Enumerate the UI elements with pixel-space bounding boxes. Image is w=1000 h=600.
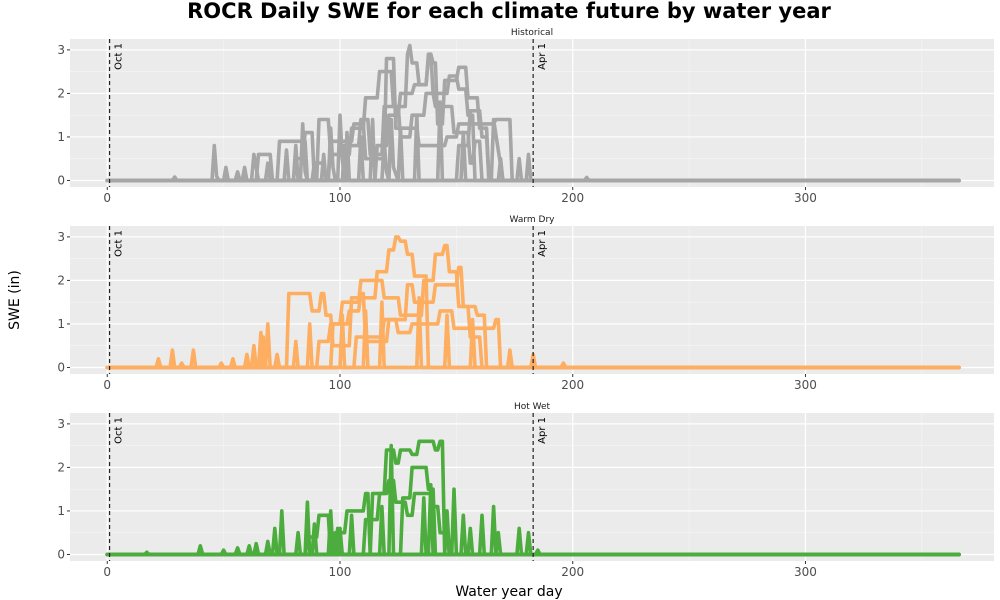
y-tick-label: 1 [57, 504, 65, 518]
x-axis-title: Water year day [455, 584, 562, 600]
reference-line-label: Oct 1 [114, 417, 125, 444]
panel-strip-label: Hot Wet [514, 402, 551, 412]
y-tick-label: 2 [57, 273, 65, 287]
reference-line-label: Apr 1 [537, 230, 548, 257]
y-axis-title: SWE (in) [7, 270, 23, 330]
panel-strip-label: Warm Dry [510, 215, 556, 225]
reference-line-label: Apr 1 [537, 43, 548, 70]
x-tick-label: 100 [329, 191, 352, 205]
x-tick-label: 0 [103, 191, 111, 205]
y-tick-label: 2 [57, 86, 65, 100]
series-line-7 [105, 443, 961, 557]
series-line-4 [105, 439, 961, 557]
chart-title: ROCR Daily SWE for each climate future b… [187, 0, 831, 23]
series-line-3 [105, 491, 961, 557]
y-tick-label: 1 [57, 317, 65, 331]
series-group [105, 235, 961, 370]
x-tick-label: 300 [794, 378, 817, 392]
series-line-5 [105, 478, 961, 557]
reference-line-label: Oct 1 [114, 230, 125, 257]
panel-background [70, 413, 994, 561]
y-tick-label: 1 [57, 130, 65, 144]
series-line-6 [105, 117, 961, 183]
series-line-5 [105, 309, 961, 370]
panel-strip-label: Historical [511, 28, 553, 38]
y-tick-label: 0 [57, 360, 65, 374]
reference-line-label: Apr 1 [537, 417, 548, 444]
series-line-2 [105, 235, 961, 370]
x-tick-label: 300 [794, 191, 817, 205]
x-tick-label: 100 [329, 378, 352, 392]
panel-background [70, 226, 994, 374]
x-tick-label: 0 [103, 565, 111, 579]
series-line-4 [105, 265, 961, 370]
series-line-1 [105, 526, 961, 557]
y-tick-label: 0 [57, 547, 65, 561]
y-tick-label: 3 [57, 43, 65, 57]
panel-historical: Historical 0 1 2 3 0 100 200 300 Oct 1 Apr 1 [57, 28, 994, 205]
x-tick-label: 200 [561, 565, 584, 579]
x-tick-label: 100 [329, 565, 352, 579]
y-tick-label: 2 [57, 460, 65, 474]
series-line-7 [105, 100, 961, 183]
series-group [105, 439, 961, 557]
y-tick-label: 0 [57, 173, 65, 187]
x-tick-label: 200 [561, 378, 584, 392]
x-tick-label: 0 [103, 378, 111, 392]
x-tick-label: 200 [561, 191, 584, 205]
reference-line-label: Oct 1 [114, 43, 125, 70]
y-tick-label: 3 [57, 417, 65, 431]
panel-background [70, 39, 994, 187]
panel-hot-wet: Hot Wet 0 1 2 3 0 100 200 300 Oct 1 Apr 1 [57, 402, 994, 579]
x-tick-label: 300 [794, 565, 817, 579]
series-line-6 [105, 465, 961, 557]
panel-warm-dry: Warm Dry 0 1 2 3 0 100 200 300 Oct 1 Apr 1 [57, 215, 994, 392]
y-tick-label: 3 [57, 230, 65, 244]
series-group [105, 43, 961, 183]
series-line-6 [105, 295, 961, 370]
